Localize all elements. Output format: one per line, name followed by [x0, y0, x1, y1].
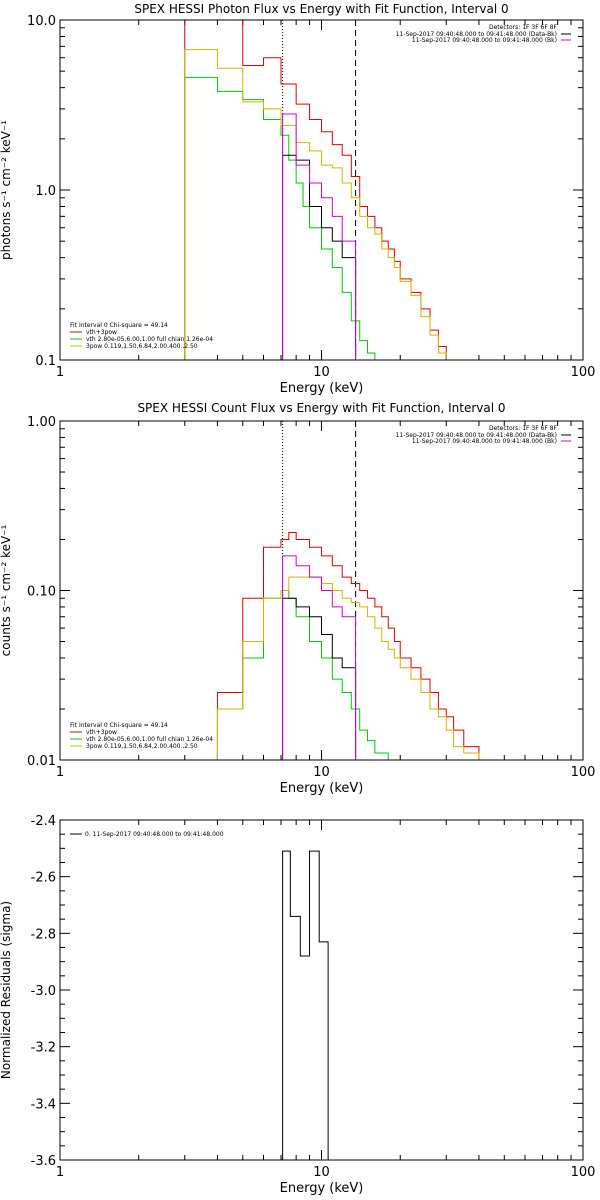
x-axis-label: Energy (keV) [280, 381, 364, 396]
y-tick-label: -3.2 [31, 1041, 56, 1056]
chart-panel-2: SPEX HESSI Count Flux vs Energy with Fit… [0, 401, 595, 796]
legend-label: vth+3pow [86, 329, 117, 336]
x-tick-label: 1 [56, 765, 64, 780]
y-tick-label: -2.4 [31, 814, 56, 829]
series-line-data-bk [282, 597, 357, 760]
series-line-3pow [184, 49, 464, 360]
legend-header: Fit Interval 0 Chi-square = 49.14 [70, 722, 168, 729]
series-line-0-11-sep-2017-09-40-48-000-to-09-41-48-000 [282, 850, 346, 1160]
legend-label: vth 2.80e-05,6.00,1.00 full chian 1.26e-… [86, 736, 213, 743]
y-tick-label: -3.4 [31, 1097, 56, 1112]
x-tick-label: 10 [313, 765, 330, 780]
legend-header: Detectors: 1F 3F 6F 8F [489, 24, 558, 31]
x-axis-label: Energy (keV) [280, 781, 364, 796]
series-line-vth [184, 76, 401, 360]
y-tick-label: -3.0 [31, 984, 56, 999]
legend-label: 11-Sep-2017 09:40:48.000 to 09:41:48.000… [412, 37, 557, 44]
x-tick-label: 1 [56, 365, 64, 380]
legend-label: 0. 11-Sep-2017 09:40:48.000 to 09:41:48.… [85, 831, 224, 838]
series-line-data-bk [282, 154, 357, 360]
x-axis-label: Energy (keV) [280, 1181, 364, 1196]
x-tick-label: 1 [56, 1165, 64, 1180]
y-axis-label: photons s⁻¹ cm⁻² keV⁻¹ [0, 120, 13, 260]
y-tick-label: 10.0 [27, 14, 56, 29]
x-tick-label: 100 [571, 1165, 596, 1180]
legend-label: vth+3pow [86, 729, 117, 736]
y-tick-label: -2.6 [31, 871, 56, 886]
y-tick-label: -3.6 [31, 1154, 56, 1169]
legend-label: 11-Sep-2017 09:40:48.000 to 09:41:48.000… [396, 31, 557, 38]
y-axis-label: counts s⁻¹ cm⁻² keV⁻¹ [0, 524, 13, 656]
chart-panel-3: 1 10 100 -3.6 -3.4 -3.2 -3.0 -2.8 -2.6 -2.4 Energy… [0, 814, 595, 1196]
series-line-3pow [184, 576, 493, 760]
y-tick-label: -2.8 [31, 927, 56, 942]
y-tick-label: 1.0 [35, 184, 56, 199]
series-line-vth-3pow [184, 20, 464, 360]
legend-label: vth 2.80e-05,6.00,1.00 full chian 1.26e-… [86, 336, 213, 343]
legend-label: 11-Sep-2017 09:40:48.000 to 09:41:48.000… [412, 438, 557, 445]
x-tick-label: 100 [571, 765, 596, 780]
chart-panel-1: SPEX HESSI Photon Flux vs Energy with Fi… [0, 2, 595, 396]
chart-title: SPEX HESSI Count Flux vs Energy with Fit… [137, 401, 505, 415]
series-line-vth-3pow [216, 531, 493, 760]
y-tick-label: 0.1 [35, 354, 56, 369]
series-line-vth [216, 590, 401, 760]
y-axis-label: Normalized Residuals (sigma) [0, 901, 13, 1079]
x-tick-label: 10 [313, 365, 330, 380]
plot-frame [59, 420, 584, 761]
legend-label: 11-Sep-2017 09:40:48.000 to 09:41:48.000… [396, 432, 557, 439]
x-tick-label: 10 [313, 1165, 330, 1180]
legend-header: Fit Interval 0 Chi-square = 49.14 [70, 322, 168, 329]
y-tick-label: 0.01 [27, 754, 56, 769]
plot-frame [59, 819, 584, 1161]
y-tick-label: 0.10 [27, 585, 56, 600]
x-tick-label: 100 [571, 365, 596, 380]
series-line-bk [282, 113, 357, 360]
legend-header: Detectors: 1F 3F 6F 8F [489, 425, 558, 432]
chart-title: SPEX HESSI Photon Flux vs Energy with Fi… [134, 2, 508, 16]
legend-label: 3pow 0.119,1.50,6.84,2.00,400.,2.50 [86, 743, 198, 750]
legend-label: 3pow 0.119,1.50,6.84,2.00,400.,2.50 [86, 343, 198, 350]
y-tick-label: 1.00 [27, 415, 56, 430]
plot-frame [59, 19, 584, 361]
series-line-bk [282, 555, 357, 760]
